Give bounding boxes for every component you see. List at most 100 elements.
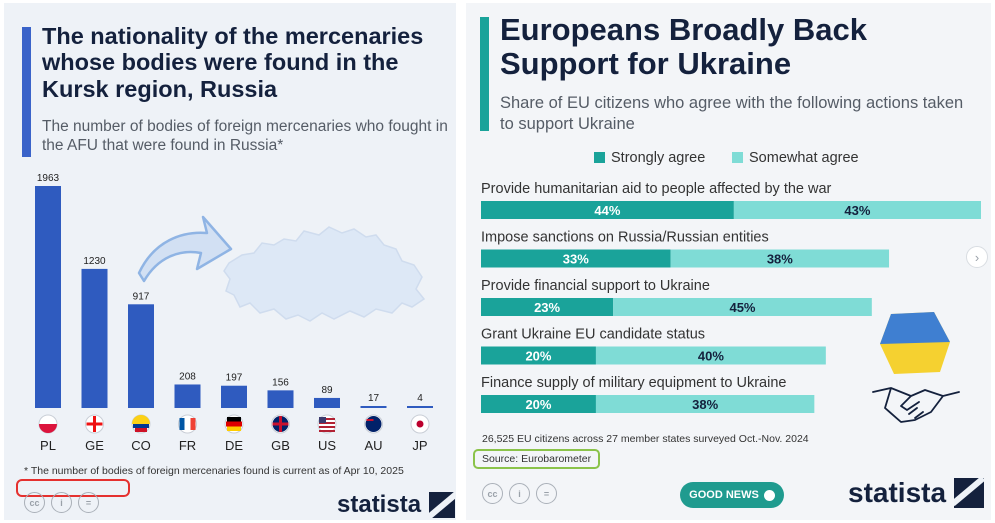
- next-slide-button[interactable]: ›: [966, 246, 988, 268]
- data-label: 1963: [37, 173, 60, 184]
- creative-commons-icon[interactable]: cc: [24, 492, 45, 513]
- smile-icon: [763, 489, 775, 501]
- data-label: 4: [417, 393, 423, 404]
- flag-stripe: [365, 416, 382, 432]
- bar-DE: [221, 385, 247, 408]
- data-label: 23%: [534, 300, 560, 315]
- bar-strongly-agree: [481, 298, 614, 316]
- data-label: 17: [368, 393, 380, 404]
- bar-strongly-agree: [481, 201, 734, 219]
- bar-somewhat-agree: [670, 249, 890, 268]
- data-label: 38%: [767, 252, 793, 267]
- flag-stripe: [366, 419, 374, 421]
- chart-title: The nationality of the mercenaries whose…: [42, 23, 424, 102]
- good-news-label: GOOD NEWS: [689, 489, 759, 501]
- flag-stripe: [190, 418, 196, 430]
- category-label: AU: [364, 438, 382, 453]
- data-label: 33%: [563, 252, 589, 267]
- no-derivatives-icon[interactable]: =: [78, 492, 99, 513]
- chart-subtitle: The number of bodies of foreign mercenar…: [42, 118, 448, 155]
- flag-stripe: [227, 417, 241, 422]
- statista-mark-icon: [429, 492, 456, 518]
- bar-GE: [81, 268, 108, 408]
- statista-logo[interactable]: statista: [848, 477, 985, 509]
- category-label: PL: [40, 438, 56, 453]
- title-accent-bar: [22, 27, 31, 157]
- category-label: Provide financial support to Ukraine: [481, 278, 710, 294]
- data-label: 38%: [692, 397, 718, 412]
- flag-stripe: [133, 424, 149, 428]
- legend-swatch: [732, 152, 743, 163]
- legend-label: Somewhat agree: [749, 150, 859, 166]
- georgia-flag-icon: [85, 414, 104, 434]
- brand-name: statista: [337, 491, 422, 518]
- data-label: 156: [272, 377, 289, 388]
- survey-note: 26,525 EU citizens across 27 member stat…: [482, 433, 809, 445]
- no-derivatives-icon[interactable]: =: [536, 483, 557, 504]
- good-news-button[interactable]: GOOD NEWS: [680, 482, 784, 508]
- category-label: Grant Ukraine EU candidate status: [481, 327, 705, 343]
- data-label: 20%: [525, 349, 551, 364]
- category-label: Impose sanctions on Russia/Russian entit…: [481, 230, 769, 246]
- category-label: US: [318, 438, 336, 453]
- germany-flag-icon: [224, 414, 244, 434]
- data-label: 44%: [594, 203, 620, 218]
- bar-GB: [267, 390, 294, 408]
- australia-flag-icon: [364, 414, 383, 434]
- category-label: GE: [85, 438, 104, 453]
- bar-somewhat-agree: [733, 201, 981, 219]
- mercenaries-bar-chart: 1963 PL 1230 GE 917 CO 208 FR 197 DE 156 GB 89 US 17 AU…: [35, 173, 433, 453]
- flag-stripe: [132, 415, 150, 424]
- flag-stripe: [319, 417, 326, 423]
- colombia-flag-icon: [131, 414, 151, 434]
- creative-commons-icon[interactable]: cc: [482, 483, 503, 504]
- flag-stripe: [319, 430, 335, 432]
- category-label: JP: [412, 438, 427, 453]
- category-label: GB: [271, 438, 290, 453]
- attribution-icon[interactable]: i: [509, 483, 530, 504]
- france-flag-icon: [178, 414, 197, 434]
- bar-strongly-agree: [481, 249, 671, 268]
- footnote: * The number of bodies of foreign mercen…: [24, 465, 404, 477]
- bar-somewhat-agree: [595, 395, 815, 413]
- category-label: Provide humanitarian aid to people affec…: [481, 181, 832, 197]
- category-label: DE: [225, 438, 243, 453]
- category-label: Finance supply of military equipment to …: [481, 375, 786, 391]
- curved-arrow-icon: [137, 215, 233, 283]
- legend-swatch: [594, 152, 605, 163]
- poland-flag-icon: [38, 414, 58, 434]
- kursk-map-illustration: [137, 215, 426, 322]
- bar-AU: [360, 406, 387, 408]
- highlight-annotation: [16, 479, 130, 497]
- bar-JP: [407, 406, 433, 408]
- bar-CO: [128, 304, 154, 408]
- legend-label: Strongly agree: [611, 150, 705, 166]
- license-icons: cc i =: [482, 483, 557, 504]
- flag-stripe: [319, 426, 335, 428]
- data-label: 45%: [729, 300, 755, 315]
- data-label: 917: [133, 291, 150, 302]
- data-label: 89: [321, 385, 333, 396]
- flag-stripe: [319, 422, 335, 424]
- data-label: 1230: [83, 256, 106, 267]
- japan-flag-icon: [410, 414, 430, 434]
- bar-FR: [174, 384, 201, 408]
- category-label: CO: [131, 438, 151, 453]
- flag-stripe: [227, 426, 241, 431]
- bar-strongly-agree: [481, 346, 596, 365]
- flag-stripe: [86, 422, 103, 426]
- kursk-region-shape: [223, 226, 426, 322]
- bar-PL: [35, 186, 61, 408]
- statista-logo[interactable]: statista: [337, 491, 456, 519]
- license-icons: cc i =: [24, 492, 99, 513]
- left-infographic: The nationality of the mercenaries whose…: [4, 3, 456, 520]
- attribution-icon[interactable]: i: [51, 492, 72, 513]
- flag-stripe: [226, 421, 242, 427]
- data-label: 43%: [844, 203, 870, 218]
- statista-mark-icon: [954, 478, 985, 508]
- flag-stripe: [179, 418, 185, 430]
- chart-subtitle: Share of EU citizens who agree with the …: [500, 94, 964, 133]
- flag-stripe: [416, 420, 424, 428]
- data-label: 40%: [698, 349, 724, 364]
- united-kingdom-flag-icon: [271, 414, 290, 434]
